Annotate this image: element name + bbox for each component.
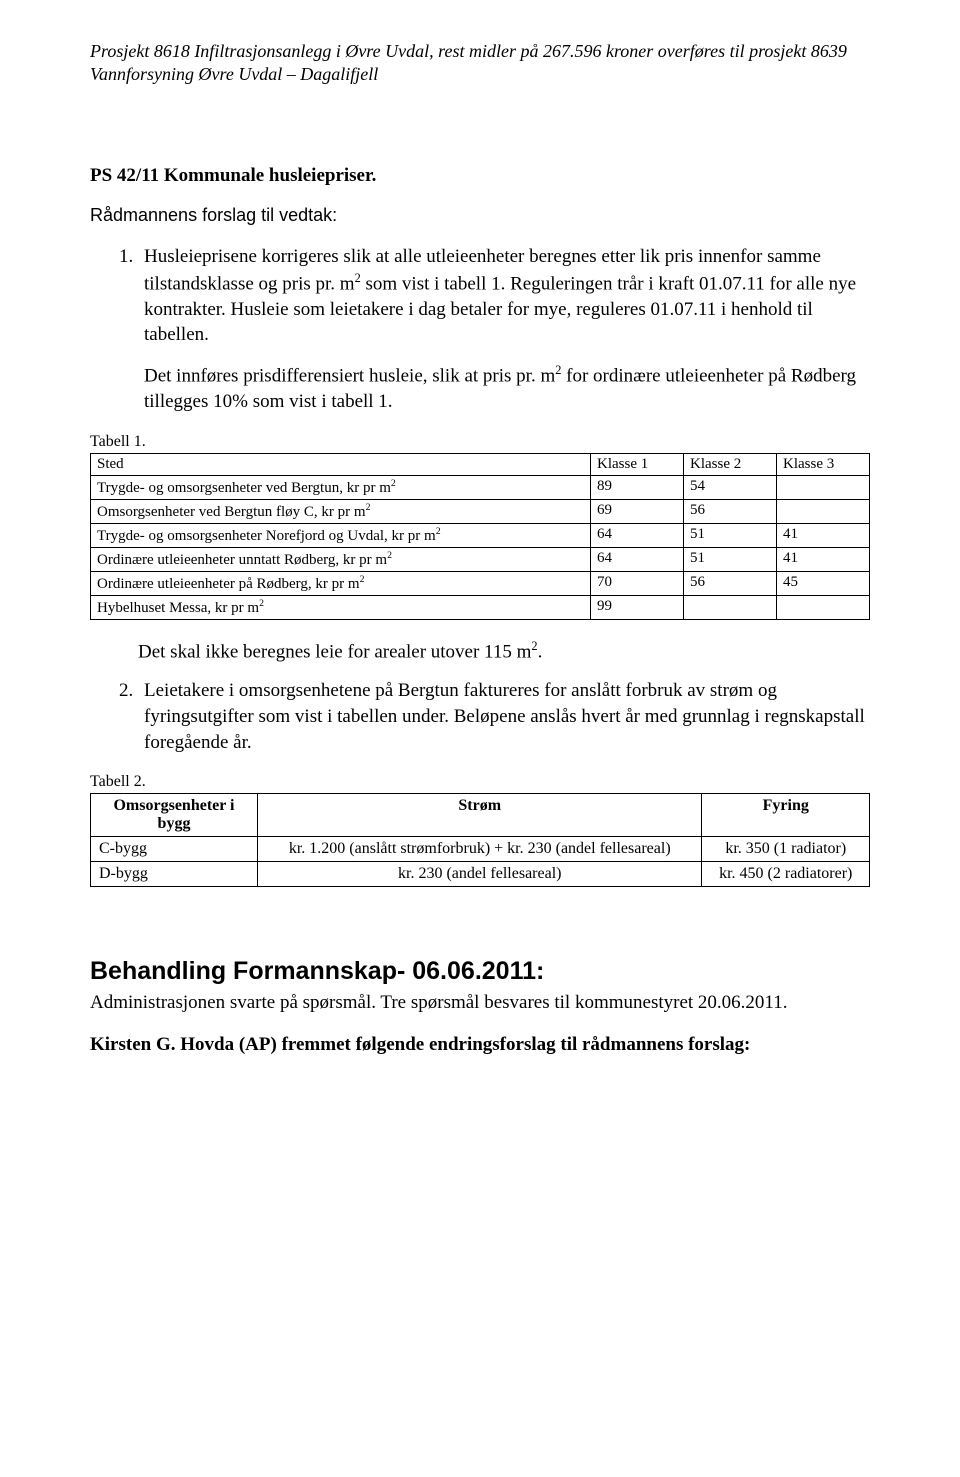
- t1-sted: Omsorgsenheter ved Bergtun fløy C, kr pr…: [91, 499, 591, 523]
- t1-k1: 70: [591, 571, 684, 595]
- table1-label: Tabell 1.: [90, 433, 870, 451]
- proposal-item-1: Husleieprisene korrigeres slik at alle u…: [138, 244, 870, 415]
- kirsten-line: Kirsten G. Hovda (AP) fremmet følgende e…: [90, 1032, 870, 1058]
- t1-k3: [777, 475, 870, 499]
- project-transfer-note: Prosjekt 8618 Infiltrasjonsanlegg i Øvre…: [90, 40, 870, 85]
- t1-sted-text: Trygde- og omsorgsenheter Norefjord og U…: [97, 528, 436, 544]
- page-root: Prosjekt 8618 Infiltrasjonsanlegg i Øvre…: [0, 0, 960, 1114]
- t2-a: D-bygg: [91, 862, 258, 887]
- t2-a: C-bygg: [91, 837, 258, 862]
- t1-k3: [777, 595, 870, 619]
- sup-2: 2: [387, 550, 392, 561]
- proposal-item-2: Leietakere i omsorgsenhetene på Bergtun …: [138, 678, 870, 755]
- table-1: Sted Klasse 1 Klasse 2 Klasse 3 Trygde- …: [90, 453, 870, 620]
- table-row: Hybelhuset Messa, kr pr m2 99: [91, 595, 870, 619]
- sup-2: 2: [366, 502, 371, 513]
- t1-k2: 51: [684, 523, 777, 547]
- behandling-body: Administrasjonen svarte på spørsmål. Tre…: [90, 990, 870, 1016]
- table-row: Omsorgsenheter ved Bergtun fløy C, kr pr…: [91, 499, 870, 523]
- raadmann-heading: Rådmannens forslag til vedtak:: [90, 205, 870, 226]
- t1-k2: 54: [684, 475, 777, 499]
- sup-2: 2: [360, 574, 365, 585]
- ps-title: PS 42/11 Kommunale husleiepriser.: [90, 165, 870, 187]
- proposal-list-2: Leietakere i omsorgsenhetene på Bergtun …: [90, 678, 870, 755]
- table-2: Omsorgsenheter i bygg Strøm Fyring C-byg…: [90, 793, 870, 887]
- table-row: Trygde- og omsorgsenheter Norefjord og U…: [91, 523, 870, 547]
- t1-k3: 41: [777, 547, 870, 571]
- table1-header-row: Sted Klasse 1 Klasse 2 Klasse 3: [91, 453, 870, 475]
- t1-k1: 64: [591, 547, 684, 571]
- t1-h-k2: Klasse 2: [684, 453, 777, 475]
- table-row: Ordinære utleieenheter unntatt Rødberg, …: [91, 547, 870, 571]
- t2-c: kr. 450 (2 radiatorer): [702, 862, 870, 887]
- sup-2: 2: [436, 526, 441, 537]
- sup-2: 2: [391, 478, 396, 489]
- t1-k3: 45: [777, 571, 870, 595]
- t1-sted-text: Hybelhuset Messa, kr pr m: [97, 600, 259, 616]
- t1-k2: 56: [684, 571, 777, 595]
- t1-sted-text: Omsorgsenheter ved Bergtun fløy C, kr pr…: [97, 504, 366, 520]
- t1-sted: Trygde- og omsorgsenheter ved Bergtun, k…: [91, 475, 591, 499]
- t1-sted-text: Trygde- og omsorgsenheter ved Bergtun, k…: [97, 480, 391, 496]
- table-row: Ordinære utleieenheter på Rødberg, kr pr…: [91, 571, 870, 595]
- table2-header-row: Omsorgsenheter i bygg Strøm Fyring: [91, 794, 870, 837]
- t1-h-k3: Klasse 3: [777, 453, 870, 475]
- item1-p2-a: Det innføres prisdifferensiert husleie, …: [144, 365, 555, 386]
- table-row: C-bygg kr. 1.200 (anslått strømforbruk) …: [91, 837, 870, 862]
- proposal-list: Husleieprisene korrigeres slik at alle u…: [90, 244, 870, 415]
- item1-para1: Husleieprisene korrigeres slik at alle u…: [144, 244, 870, 348]
- item1-para2: Det innføres prisdifferensiert husleie, …: [144, 362, 870, 415]
- t1-k2: [684, 595, 777, 619]
- t1-k1: 89: [591, 475, 684, 499]
- t1-sted: Trygde- og omsorgsenheter Norefjord og U…: [91, 523, 591, 547]
- t1-h-k1: Klasse 1: [591, 453, 684, 475]
- sup-2: 2: [259, 598, 264, 609]
- t1-k1: 69: [591, 499, 684, 523]
- behandling-heading: Behandling Formannskap- 06.06.2011:: [90, 957, 870, 986]
- t1-k3: [777, 499, 870, 523]
- t2-b: kr. 230 (andel fellesareal): [258, 862, 702, 887]
- t1-k1: 99: [591, 595, 684, 619]
- t1-k2: 56: [684, 499, 777, 523]
- t2-h-b: Strøm: [258, 794, 702, 837]
- t1-sted: Ordinære utleieenheter unntatt Rødberg, …: [91, 547, 591, 571]
- t2-h-c: Fyring: [702, 794, 870, 837]
- t2-b: kr. 1.200 (anslått strømforbruk) + kr. 2…: [258, 837, 702, 862]
- area-limit-line: Det skal ikke beregnes leie for arealer …: [138, 638, 870, 665]
- table2-label: Tabell 2.: [90, 773, 870, 791]
- table-row: D-bygg kr. 230 (andel fellesareal) kr. 4…: [91, 862, 870, 887]
- t1-sted: Hybelhuset Messa, kr pr m2: [91, 595, 591, 619]
- t1-sted-text: Ordinære utleieenheter unntatt Rødberg, …: [97, 552, 387, 568]
- t2-h-a: Omsorgsenheter i bygg: [91, 794, 258, 837]
- t1-sted-text: Ordinære utleieenheter på Rødberg, kr pr…: [97, 576, 360, 592]
- t1-k3: 41: [777, 523, 870, 547]
- t1-h-sted: Sted: [91, 453, 591, 475]
- area-line-b: .: [538, 641, 543, 662]
- table-row: Trygde- og omsorgsenheter ved Bergtun, k…: [91, 475, 870, 499]
- t1-sted: Ordinære utleieenheter på Rødberg, kr pr…: [91, 571, 591, 595]
- t1-k1: 64: [591, 523, 684, 547]
- area-line-a: Det skal ikke beregnes leie for arealer …: [138, 641, 531, 662]
- t1-k2: 51: [684, 547, 777, 571]
- t2-c: kr. 350 (1 radiator): [702, 837, 870, 862]
